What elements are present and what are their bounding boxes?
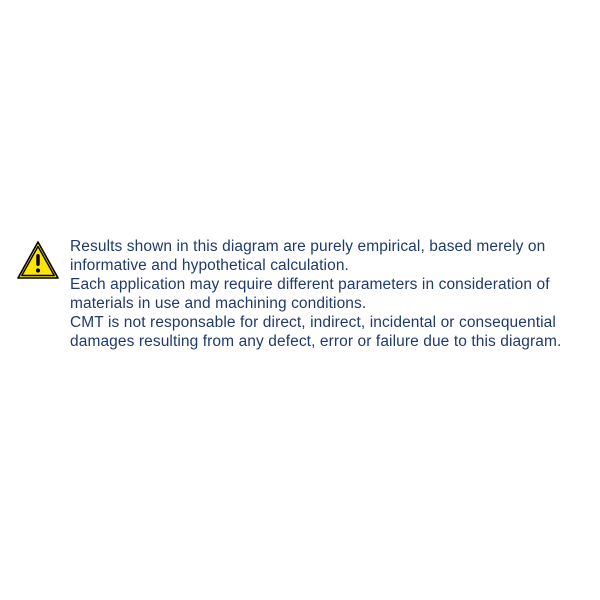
warning-exclamation-bar — [36, 254, 39, 266]
warning-paragraph-2: Each application may require different p… — [70, 276, 584, 314]
warning-icon — [16, 240, 60, 280]
warning-paragraph-1: Results shown in this diagram are purely… — [70, 238, 584, 276]
warning-paragraph-3: CMT is not responsable for direct, indir… — [70, 314, 584, 352]
warning-notice: Results shown in this diagram are purely… — [16, 238, 584, 351]
page-container: Results shown in this diagram are purely… — [0, 0, 600, 600]
warning-text-block: Results shown in this diagram are purely… — [70, 238, 584, 351]
warning-exclamation-dot — [36, 268, 40, 272]
